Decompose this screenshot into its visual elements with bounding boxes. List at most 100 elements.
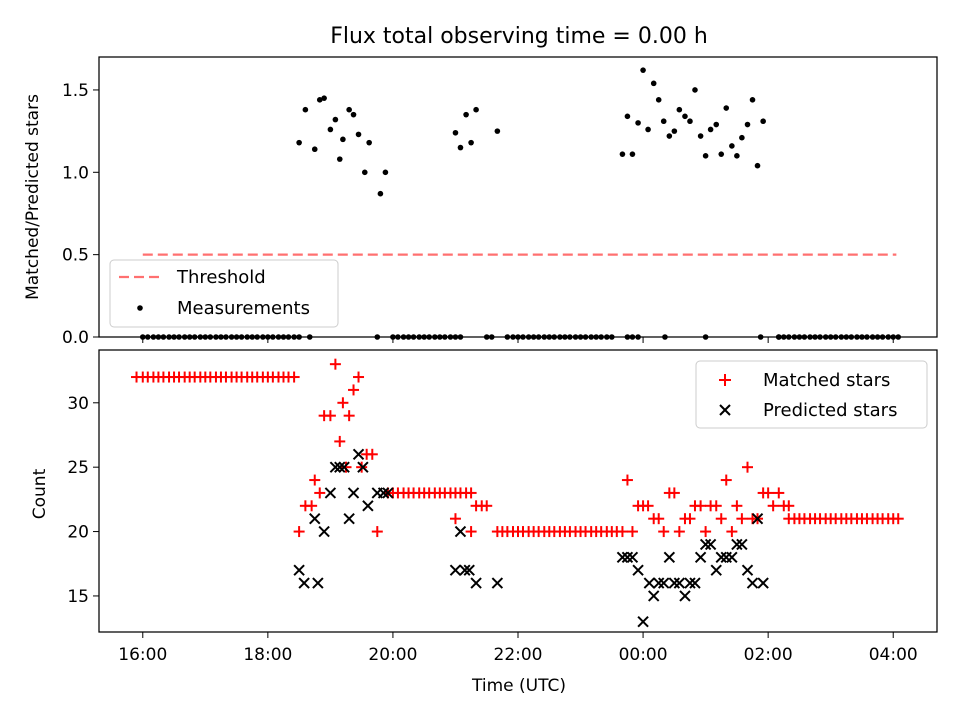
measurement-point (682, 113, 688, 120)
measurement-point (676, 106, 683, 113)
matched-star-marker (465, 487, 477, 499)
predicted-star-marker (715, 551, 727, 564)
measurement-point (296, 139, 302, 146)
measurement-point (327, 126, 334, 133)
predicted-star-marker (309, 512, 321, 525)
ratio-x-axis (142, 337, 894, 343)
x-tick-label: 04:00 (869, 645, 918, 665)
measurement-point (645, 126, 651, 133)
matched-star-marker (366, 448, 378, 460)
measurement-point (660, 118, 667, 125)
predicted-star-marker (626, 551, 639, 564)
matched-star-marker (715, 513, 727, 525)
measurement-point (744, 121, 751, 128)
predicted-star-marker (312, 577, 324, 589)
predicted-star-marker (757, 577, 769, 589)
measurement-point (311, 146, 318, 153)
ratio-y-tick-label: 0.5 (62, 246, 89, 266)
predicted-star-marker (643, 577, 656, 589)
predicted-star-marker (449, 564, 462, 576)
predicted-star-marker (632, 564, 644, 576)
matched-star-marker (353, 371, 365, 383)
count-panel: 15 20 25 30 16:00 18:00 20:00 22:00 00:00 02:00 0… (30, 349, 938, 696)
measurement-point (302, 106, 309, 113)
x-tick-label: 22:00 (494, 645, 543, 665)
measurement-point (350, 111, 357, 118)
count-y-axis: 15 20 25 30 (67, 394, 99, 607)
predicted-star-marker (329, 461, 342, 473)
matched-star-marker (773, 487, 785, 499)
legend-matched-label: Matched stars (763, 370, 890, 391)
legend-measurements-swatch (137, 305, 143, 311)
measurement-point (723, 105, 730, 111)
ratio-y-axis: 0.0 0.5 1.0 1.5 (62, 81, 99, 348)
measurement-point (316, 97, 323, 103)
measurement-point (355, 131, 362, 138)
predicted-star-marker (357, 461, 369, 473)
matched-star-marker (449, 513, 461, 525)
matched-star-marker (340, 461, 352, 473)
measurement-point (336, 156, 343, 162)
x-tick-label: 16:00 (118, 645, 167, 665)
ratio-y-tick-label: 1.5 (62, 81, 89, 101)
count-y-tick-label: 25 (67, 458, 89, 478)
matched-star-marker (465, 526, 477, 538)
legend-threshold-label: Threshold (176, 267, 266, 288)
measurement-point (473, 106, 479, 113)
x-tick-label: 20:00 (368, 645, 417, 665)
measurement-point (697, 133, 704, 139)
matched-star-marker (726, 526, 738, 538)
predicted-star-marker (298, 577, 310, 589)
matched-star-marker (343, 410, 355, 422)
predicted-star-marker (324, 487, 337, 499)
measurement-point (760, 118, 766, 125)
predicted-star-marker (352, 448, 365, 461)
predicted-star-marker (463, 564, 475, 576)
measurement-point (655, 97, 662, 103)
matched-star-marker (616, 526, 628, 538)
measurement-point (666, 133, 673, 139)
measurement-point (361, 169, 368, 176)
predicted-star-marker (731, 538, 743, 551)
x-tick-label: 02:00 (744, 645, 793, 665)
matched-star-marker (621, 474, 633, 486)
matched-star-marker (626, 526, 638, 538)
measurement-point (332, 116, 339, 123)
predicted-star-marker (699, 538, 712, 551)
count-x-axis: 16:00 18:00 20:00 22:00 00:00 02:00 04:00 (118, 632, 918, 665)
predicted-star-marker (684, 577, 696, 589)
legend-matched-swatch (719, 374, 731, 386)
predicted-star-marker (293, 564, 305, 576)
ratio-y-tick-label: 1.0 (62, 163, 89, 183)
matched-star-marker (334, 435, 346, 447)
measurement-point (702, 153, 709, 159)
predicted-star-marker (343, 512, 355, 525)
measurement-point (629, 151, 636, 157)
predicted-star-marker (377, 487, 390, 499)
matched-star-marker (783, 500, 795, 512)
predicted-star-marker (318, 525, 330, 538)
count-y-axis-label: Count (30, 468, 50, 519)
matched-star-marker (324, 410, 336, 422)
predicted-star-marker (491, 577, 504, 589)
measurement-point (749, 97, 756, 103)
matched-star-marker (642, 500, 654, 512)
measurement-point (729, 143, 735, 149)
predicted-star-marker (653, 577, 665, 589)
predicted-star-marker (616, 551, 629, 564)
predicted-star-marker (736, 538, 748, 551)
predicted-star-marker (347, 487, 360, 499)
count-legend: Matched stars Predicted stars (695, 360, 928, 429)
matched-star-marker (348, 384, 360, 396)
x-tick-label: 00:00 (619, 645, 668, 665)
measurement-point (754, 162, 761, 169)
count-marks (131, 358, 904, 628)
predicted-star-marker (658, 577, 670, 589)
predicted-star-marker (470, 577, 482, 589)
predicted-star-marker (673, 577, 686, 589)
matched-star-marker (337, 397, 349, 409)
matched-star-marker (481, 500, 493, 512)
count-y-tick-label: 15 (67, 587, 89, 607)
measurement-point (457, 144, 464, 151)
